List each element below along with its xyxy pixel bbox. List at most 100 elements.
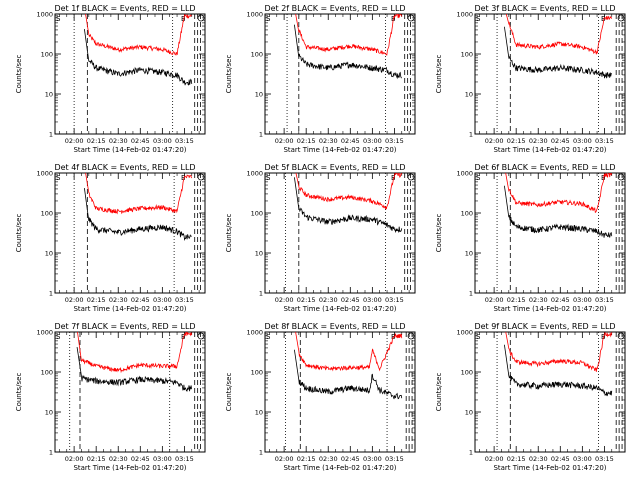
lld-series-line	[505, 332, 613, 372]
panel-title: Det 4f BLACK = Events, RED = LLD	[54, 163, 195, 172]
x-axis-label: Start Time (14-Feb-02 01:47:20)	[73, 464, 186, 472]
x-tick-label: 02:15	[297, 296, 316, 304]
detector-panel-2: 1 10 100 1000 02:00 02:15 02:30 02:45 03:00 03:15…	[225, 4, 416, 154]
x-tick-label: 03:00	[573, 455, 592, 463]
y-tick-label: 1000	[246, 329, 263, 337]
detector-panel-3: 1 10 100 1000 02:00 02:15 02:30 02:45 03:00 03:15…	[435, 4, 626, 154]
detector-panel-1: 1 10 100 1000 02:00 02:15 02:30 02:45 03:00 03:15…	[15, 4, 206, 154]
x-tick-label: 02:45	[551, 137, 570, 145]
x-tick-label: 02:30	[109, 455, 128, 463]
plot-frame	[264, 331, 416, 453]
y-tick-label: 100	[251, 210, 263, 218]
x-tick-label: 02:30	[319, 296, 338, 304]
events-series-line	[294, 349, 403, 400]
x-axis-label: Start Time (14-Feb-02 01:47:20)	[283, 305, 396, 313]
events-series-line	[84, 188, 192, 241]
start-marker-label: S	[476, 15, 481, 23]
lld-series-line	[505, 173, 613, 214]
y-tick-label: 1	[469, 449, 473, 457]
x-tick-label: 02:30	[529, 455, 548, 463]
end-circle-marker	[617, 173, 625, 181]
y-tick-label: 100	[41, 369, 53, 377]
x-tick-label: 02:00	[275, 296, 294, 304]
x-tick-label: 03:15	[595, 296, 614, 304]
end-marker-label: E	[181, 333, 185, 341]
x-tick-label: 02:15	[507, 137, 526, 145]
y-tick-label: 1000	[456, 329, 473, 337]
x-axis-label: Start Time (14-Feb-02 01:47:20)	[73, 305, 186, 313]
panel-title: Det 3f BLACK = Events, RED = LLD	[474, 4, 615, 13]
y-tick-label: 1000	[456, 11, 473, 19]
x-tick-label: 02:15	[507, 455, 526, 463]
x-tick-label: 02:45	[551, 296, 570, 304]
plot-frame	[54, 172, 206, 294]
events-series-line	[294, 177, 403, 234]
y-tick-label: 1	[49, 131, 53, 139]
start-marker-label: S	[476, 174, 481, 182]
x-tick-label: 02:30	[319, 455, 338, 463]
end-marker-label: E	[601, 333, 605, 341]
end-circle-marker	[617, 14, 625, 22]
panel-title: Det 2f BLACK = Events, RED = LLD	[264, 4, 405, 13]
y-tick-label: 100	[251, 369, 263, 377]
events-series-line	[76, 347, 193, 392]
lld-series-line	[85, 173, 193, 215]
end-marker-label: E	[181, 15, 185, 23]
x-tick-label: 03:00	[363, 296, 382, 304]
detector-panel-7: 1 10 100 1000 02:00 02:15 02:30 02:45 03:00 03:15…	[15, 322, 206, 472]
lld-series-line	[505, 14, 613, 55]
start-marker-label: S	[56, 333, 61, 341]
end-circle-marker	[407, 332, 415, 340]
x-tick-label: 03:00	[573, 296, 592, 304]
y-axis-label: Counts/sec	[435, 373, 443, 412]
detector-panel-8: 1 10 100 1000 02:00 02:15 02:30 02:45 03:00 03:15…	[225, 322, 416, 472]
x-tick-label: 03:15	[175, 296, 194, 304]
x-tick-label: 02:00	[485, 296, 504, 304]
x-tick-label: 02:45	[131, 137, 150, 145]
y-tick-label: 10	[255, 409, 263, 417]
detector-panel-4: 1 10 100 1000 02:00 02:15 02:30 02:45 03:00 03:15…	[15, 163, 206, 313]
end-marker-label: E	[601, 174, 605, 182]
x-tick-label: 03:00	[363, 137, 382, 145]
x-tick-label: 03:00	[153, 137, 172, 145]
x-tick-label: 02:00	[275, 137, 294, 145]
y-axis-label: Counts/sec	[225, 55, 233, 94]
y-tick-label: 10	[255, 91, 263, 99]
x-tick-label: 03:15	[595, 137, 614, 145]
plot-frame	[54, 13, 206, 135]
y-tick-label: 10	[45, 91, 53, 99]
x-axis-label: Start Time (14-Feb-02 01:47:20)	[493, 146, 606, 154]
x-tick-label: 02:00	[485, 137, 504, 145]
start-marker-label: S	[56, 15, 61, 23]
y-tick-label: 10	[45, 250, 53, 258]
y-tick-label: 100	[461, 210, 473, 218]
y-axis-label: Counts/sec	[15, 373, 23, 412]
plot-frame	[264, 172, 416, 294]
start-marker-label: S	[266, 333, 271, 341]
start-marker-label: S	[266, 174, 271, 182]
x-tick-label: 02:15	[297, 455, 316, 463]
y-tick-label: 100	[251, 51, 263, 59]
lld-series-line	[77, 332, 193, 374]
panel-title: Det 6f BLACK = Events, RED = LLD	[474, 163, 615, 172]
x-tick-label: 03:15	[385, 137, 404, 145]
x-tick-label: 02:15	[87, 455, 106, 463]
x-tick-label: 03:00	[153, 296, 172, 304]
lld-series-line	[295, 332, 403, 372]
plot-frame	[474, 172, 626, 294]
start-marker-label: S	[476, 333, 481, 341]
y-tick-label: 10	[45, 409, 53, 417]
x-axis-label: Start Time (14-Feb-02 01:47:20)	[493, 464, 606, 472]
y-tick-label: 1000	[246, 170, 263, 178]
events-series-line	[84, 29, 193, 86]
y-axis-label: Counts/sec	[435, 55, 443, 94]
y-axis-label: Counts/sec	[225, 373, 233, 412]
events-series-line	[504, 344, 613, 397]
x-tick-label: 02:45	[341, 455, 360, 463]
x-tick-label: 02:00	[65, 137, 84, 145]
x-tick-label: 03:15	[385, 296, 404, 304]
x-tick-label: 03:00	[153, 455, 172, 463]
panel-title: Det 7f BLACK = Events, RED = LLD	[54, 322, 195, 331]
y-axis-label: Counts/sec	[225, 214, 233, 253]
